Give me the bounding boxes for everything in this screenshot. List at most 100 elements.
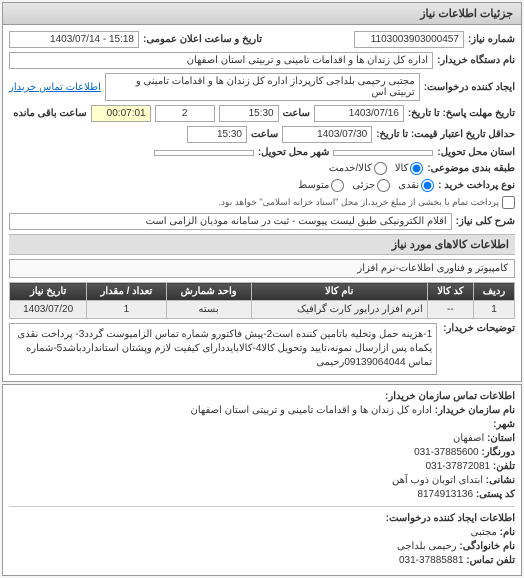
row-reply-deadline: تاریخ مهلت پاسخ: تا تاریخ: 1403/07/16 سا… (9, 105, 515, 122)
req-no-label: شماره نیاز: (468, 34, 515, 45)
lname-label: نام خانوادگی: (459, 541, 515, 552)
time-label-1: ساعت (283, 108, 310, 119)
row-buyer: نام دستگاه خریدار: اداره کل زندان ها و ا… (9, 52, 515, 69)
time-label-2: ساعت (251, 129, 278, 140)
steps: 2 (155, 105, 215, 122)
cell-name: انرم افزار درایور کارت گرافیک (251, 301, 427, 319)
req-no-value: 1103003903000457 (354, 31, 464, 48)
cphone-label: تلفن تماس: (466, 555, 515, 566)
summary-text: اقلام الکترونیکی طبق لیست پیوست - ثبت در… (9, 213, 452, 230)
row-summary: شرح کلی نیاز: اقلام الکترونیکی طبق لیست … (9, 213, 515, 230)
delivery-place-label: استان محل تحویل: (437, 147, 515, 158)
goods-table: ردیف کد کالا نام کالا واحد شمارش تعداد /… (9, 282, 515, 319)
buyer-value: اداره کل زندان ها و اقدامات تامینی و ترب… (9, 52, 433, 69)
reply-time: 15:30 (219, 105, 279, 122)
cphone-value: 37885881-031 (399, 555, 464, 566)
treasury-checkbox[interactable] (502, 196, 515, 209)
cell-need-date: 1403/07/20 (10, 301, 87, 319)
row-requester: ایجاد کننده درخواست: مجتبی رحیمی بلداجی … (9, 73, 515, 101)
announce-value: 15:18 - 1403/07/14 (9, 31, 139, 48)
pay-cash-text: نقدی (398, 180, 419, 191)
contact-block: اطلاعات تماس سازمان خریدار: نام سازمان خ… (2, 384, 522, 576)
name-value: مجتبی (471, 527, 497, 538)
addr-value: ابتدای اتوبان ذوب آهن (392, 475, 483, 486)
cell-qty: 1 (87, 301, 166, 319)
pay-medium-text: متوسط (298, 180, 329, 191)
treasury-note: پرداخت تمام یا بخشی از مبلغ خرید،از محل … (219, 197, 499, 208)
col-qty: تعداد / مقدار (87, 283, 166, 301)
goods-section-title: اطلاعات کالاهای مورد نیاز (9, 234, 515, 255)
col-unit: واحد شمارش (166, 283, 251, 301)
org-label: نام سازمان خریدار: (435, 405, 515, 416)
addr-label: نشانی: (486, 475, 515, 486)
separator (9, 506, 515, 507)
goods-header-row: ردیف کد کالا نام کالا واحد شمارش تعداد /… (10, 283, 515, 301)
row-pay: نوع پرداخت خرید : نقدی جزئی متوسط پرداخت… (9, 179, 515, 209)
panel-body: شماره نیاز: 1103003903000457 تاریخ و ساع… (3, 25, 521, 381)
pkg-radio-group: کالا کالا/خدمت (329, 162, 423, 175)
post-label: کد پستی: (476, 489, 515, 500)
fax-value: 37885600-031 (414, 447, 479, 458)
table-row: 1 -- انرم افزار درایور کارت گرافیک بسته … (10, 301, 515, 319)
panel-title: جزئیات اطلاعات نیاز (3, 3, 521, 25)
contact-title: اطلاعات تماس سازمان خریدار: (385, 391, 515, 402)
pay-radio-group: نقدی جزئی متوسط (298, 179, 434, 192)
row-pkg: طبقه بندی موضوعی: کالا کالا/خدمت (9, 162, 515, 175)
pkg-radio-kala[interactable] (410, 162, 423, 175)
remain-value: 00:07:01 (91, 105, 151, 122)
col-need-date: تاریخ نیاز (10, 283, 87, 301)
province-label: استان: (487, 433, 515, 444)
reply-deadline-label: تاریخ مهلت پاسخ: تا تاریخ: (408, 108, 515, 119)
pay-opt-partial[interactable]: جزئی (352, 179, 390, 192)
fax-label: دورنگار: (481, 447, 515, 458)
validity-label: حداقل تاریخ اعتبار قیمت: تا تاریخ: (376, 129, 515, 140)
pay-radio-medium[interactable] (331, 179, 344, 192)
validity-time: 15:30 (187, 126, 247, 143)
requester-label: ایجاد کننده درخواست: (424, 82, 515, 93)
pkg-opt-kala[interactable]: کالا (395, 162, 424, 175)
delivery-city-label: شهر محل تحویل: (258, 147, 330, 158)
summary-label: شرح کلی نیاز: (456, 216, 515, 227)
pkg-khadmat-text: کالا/خدمت (329, 163, 372, 174)
row-delivery-place: استان محل تحویل: شهر محل تحویل: (9, 147, 515, 158)
cell-row: 1 (473, 301, 514, 319)
province-value: اصفهان (453, 433, 484, 444)
contact-phone-value: 37872081-031 (426, 461, 491, 472)
details-panel: جزئیات اطلاعات نیاز شماره نیاز: 11030039… (2, 2, 522, 382)
delivery-city-value (154, 150, 254, 156)
validity-date: 1403/07/30 (282, 126, 372, 143)
row-validity: حداقل تاریخ اعتبار قیمت: تا تاریخ: 1403/… (9, 126, 515, 143)
delivery-place-value (333, 150, 433, 156)
city-label: شهر: (493, 419, 515, 430)
pay-opt-medium[interactable]: متوسط (298, 179, 344, 192)
buyer-contact-link[interactable]: اطلاعات تماس خریدار (9, 82, 101, 93)
goods-category: کامپیوتر و فناوری اطلاعات-نرم افزار (9, 259, 515, 278)
req-creator-title: اطلاعات ایجاد کننده درخواست: (386, 513, 515, 524)
buyer-desc-block: توضیحات خریدار: 1-هزینه حمل وتخلیه باتام… (9, 323, 515, 375)
announce-label: تاریخ و ساعت اعلان عمومی: (143, 34, 262, 45)
reply-date: 1403/07/16 (314, 105, 404, 122)
col-row: ردیف (473, 283, 514, 301)
cell-unit: بسته (166, 301, 251, 319)
pay-partial-text: جزئی (352, 180, 375, 191)
remain-label: ساعت باقی مانده (13, 108, 86, 119)
pkg-kala-text: کالا (395, 163, 409, 174)
pkg-radio-khadmat[interactable] (374, 162, 387, 175)
requester-value: مجتبی رحیمی بلداجی کارپرداز اداره کل زند… (105, 73, 420, 101)
pay-radio-cash[interactable] (421, 179, 434, 192)
buyer-desc-label: توضیحات خریدار: (443, 323, 515, 334)
buyer-label: نام دستگاه خریدار: (437, 55, 515, 66)
pkg-opt-khadmat[interactable]: کالا/خدمت (329, 162, 387, 175)
lname-value: رحیمی بلداجی (397, 541, 457, 552)
pkg-label: طبقه بندی موضوعی: (427, 163, 515, 174)
pay-radio-partial[interactable] (377, 179, 390, 192)
name-label: نام: (500, 527, 515, 538)
row-req-no: شماره نیاز: 1103003903000457 تاریخ و ساع… (9, 31, 515, 48)
buyer-desc-text: 1-هزینه حمل وتخلیه باتامین کننده است2-پی… (9, 323, 437, 375)
contact-phone-label: تلفن: (493, 461, 515, 472)
col-name: نام کالا (251, 283, 427, 301)
pay-opt-cash[interactable]: نقدی (398, 179, 434, 192)
col-code: کد کالا (427, 283, 473, 301)
pay-label: نوع پرداخت خرید : (438, 180, 515, 191)
treasury-check[interactable]: پرداخت تمام یا بخشی از مبلغ خرید،از محل … (219, 196, 515, 209)
